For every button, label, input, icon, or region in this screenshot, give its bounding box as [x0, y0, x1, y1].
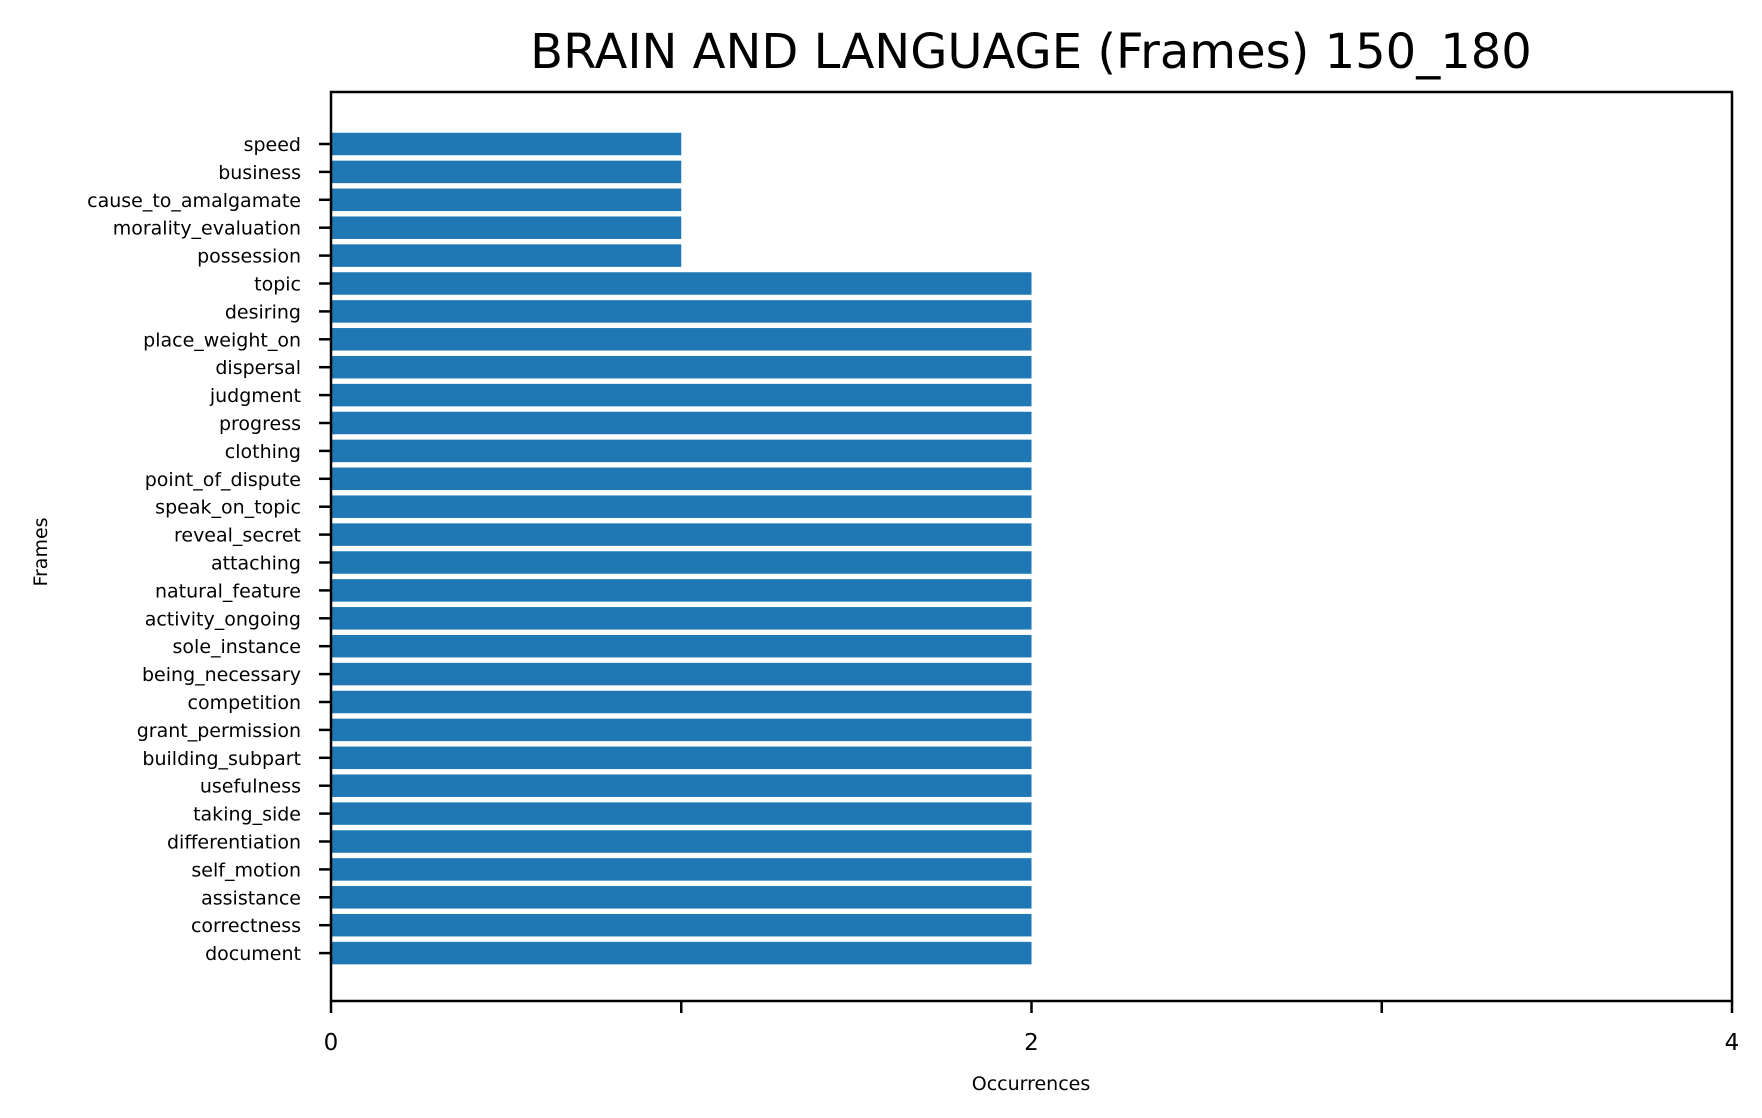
y-tick-label: morality_evaluation [113, 218, 301, 240]
bar-self_motion [331, 858, 1032, 881]
y-tick-label: document [205, 943, 301, 965]
bar-cause_to_amalgamate [331, 188, 682, 212]
y-tick-label: taking_side [193, 804, 301, 826]
bar-morality_evaluation [331, 216, 682, 239]
y-tick-label: usefulness [200, 776, 301, 798]
y-axis-label: Frames [30, 517, 52, 586]
y-tick-label: being_necessary [142, 664, 301, 686]
bar-differentiation [331, 830, 1032, 853]
bar-point_of_dispute [331, 467, 1032, 491]
y-tick-label: grant_permission [137, 720, 301, 742]
y-tick-label: attaching [211, 553, 301, 575]
bar-natural_feature [331, 579, 1032, 602]
y-tick-label: natural_feature [155, 580, 301, 602]
bar-progress [331, 411, 1032, 435]
chart-title: BRAIN AND LANGUAGE (Frames) 150_180 [530, 24, 1532, 80]
y-tick-label: possession [197, 246, 301, 268]
y-tick-label: topic [254, 274, 301, 296]
bar-reveal_secret [331, 523, 1032, 546]
bar-possession [331, 244, 682, 267]
y-tick-label: assistance [201, 887, 301, 909]
bar-competition [331, 690, 1032, 714]
y-tick-label: correctness [191, 915, 301, 937]
bar-clothing [331, 439, 1032, 463]
bar-taking_side [331, 802, 1032, 825]
x-axis-label: Occurrences [972, 1073, 1091, 1095]
y-axis-ticks: speed business cause_to_amalgamate morality… [87, 134, 331, 965]
bar-correctness [331, 913, 1032, 937]
x-tick-label: 4 [1725, 1030, 1740, 1056]
y-tick-label: self_motion [191, 859, 301, 881]
y-tick-label: judgment [209, 385, 301, 407]
bar-topic [331, 272, 1032, 295]
bar-business [331, 160, 682, 184]
x-tick-label: 2 [1024, 1030, 1039, 1056]
y-tick-label: place_weight_on [143, 329, 301, 351]
x-axis-ticks: 0 2 4 [324, 1001, 1740, 1056]
y-tick-label: point_of_dispute [145, 469, 301, 491]
bar-usefulness [331, 774, 1032, 797]
y-tick-label: speak_on_topic [155, 497, 301, 519]
y-tick-label: progress [219, 413, 301, 435]
bar-desiring [331, 300, 1032, 323]
bar-attaching [331, 551, 1032, 574]
y-tick-label: desiring [225, 301, 301, 323]
bar-assistance [331, 886, 1032, 909]
bar-place_weight_on [331, 328, 1032, 351]
y-tick-label: competition [188, 692, 301, 714]
bar-sole_instance [331, 634, 1032, 658]
bar-grant_permission [331, 718, 1032, 742]
bar-speed [331, 132, 682, 156]
x-tick-label: 0 [324, 1030, 339, 1056]
y-tick-label: business [218, 162, 301, 184]
bar-judgment [331, 383, 1032, 407]
y-tick-label: reveal_secret [174, 525, 301, 547]
y-tick-label: differentiation [167, 832, 301, 854]
bar-dispersal [331, 355, 1032, 379]
bar-document [331, 941, 1032, 965]
bar-activity_ongoing [331, 607, 1032, 630]
y-tick-label: activity_ongoing [145, 608, 301, 630]
y-tick-label: clothing [225, 441, 301, 463]
y-tick-label: cause_to_amalgamate [87, 190, 301, 212]
bar-building_subpart [331, 746, 1032, 770]
bar-speak_on_topic [331, 495, 1032, 518]
y-tick-label: dispersal [215, 357, 301, 379]
y-tick-label: sole_instance [173, 636, 301, 658]
y-tick-label: speed [244, 134, 301, 156]
bars-group [331, 132, 1032, 965]
bar-being_necessary [331, 662, 1032, 686]
y-tick-label: building_subpart [142, 748, 301, 770]
plot-frame [329, 90, 1734, 1003]
